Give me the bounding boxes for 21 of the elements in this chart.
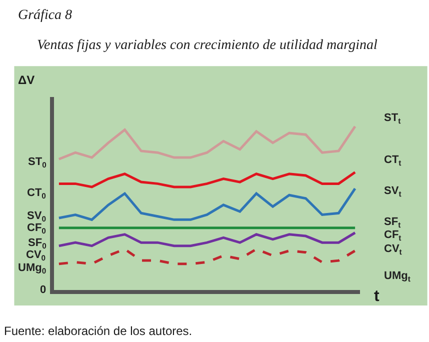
- text: 0: [40, 284, 46, 296]
- text: SF$_{0}$: [28, 237, 46, 250]
- text: 0: [42, 160, 46, 170]
- text: ST: [28, 156, 42, 168]
- x-axis-title: t: [374, 288, 380, 305]
- text: CV$_{t}$: [384, 243, 402, 256]
- text: ST$_{t}$: [384, 112, 402, 126]
- text: SV$_{t}$: [384, 185, 402, 198]
- text: SF$_{t}$: [384, 216, 402, 230]
- text: CF$_{0}$: [27, 222, 46, 236]
- text: UMg$_{0}$: [18, 262, 46, 276]
- text: CV$_{0}$: [26, 249, 46, 262]
- y-axis-title: ΔV: [18, 73, 35, 87]
- text: CT$_{0}$: [27, 187, 46, 200]
- text: CF$_{t}$: [384, 229, 402, 242]
- text: UMg$_{t}$: [384, 270, 411, 284]
- chart-title: Gráfica 8: [18, 8, 72, 23]
- text: CT$_{t}$: [384, 154, 402, 168]
- chart-subtitle: Ventas fijas y variables con crecimiento de utilidad marginal: [37, 38, 378, 53]
- text: SV$_{0}$: [27, 210, 46, 224]
- source-note: Fuente: elaboración de los autores.: [4, 324, 192, 338]
